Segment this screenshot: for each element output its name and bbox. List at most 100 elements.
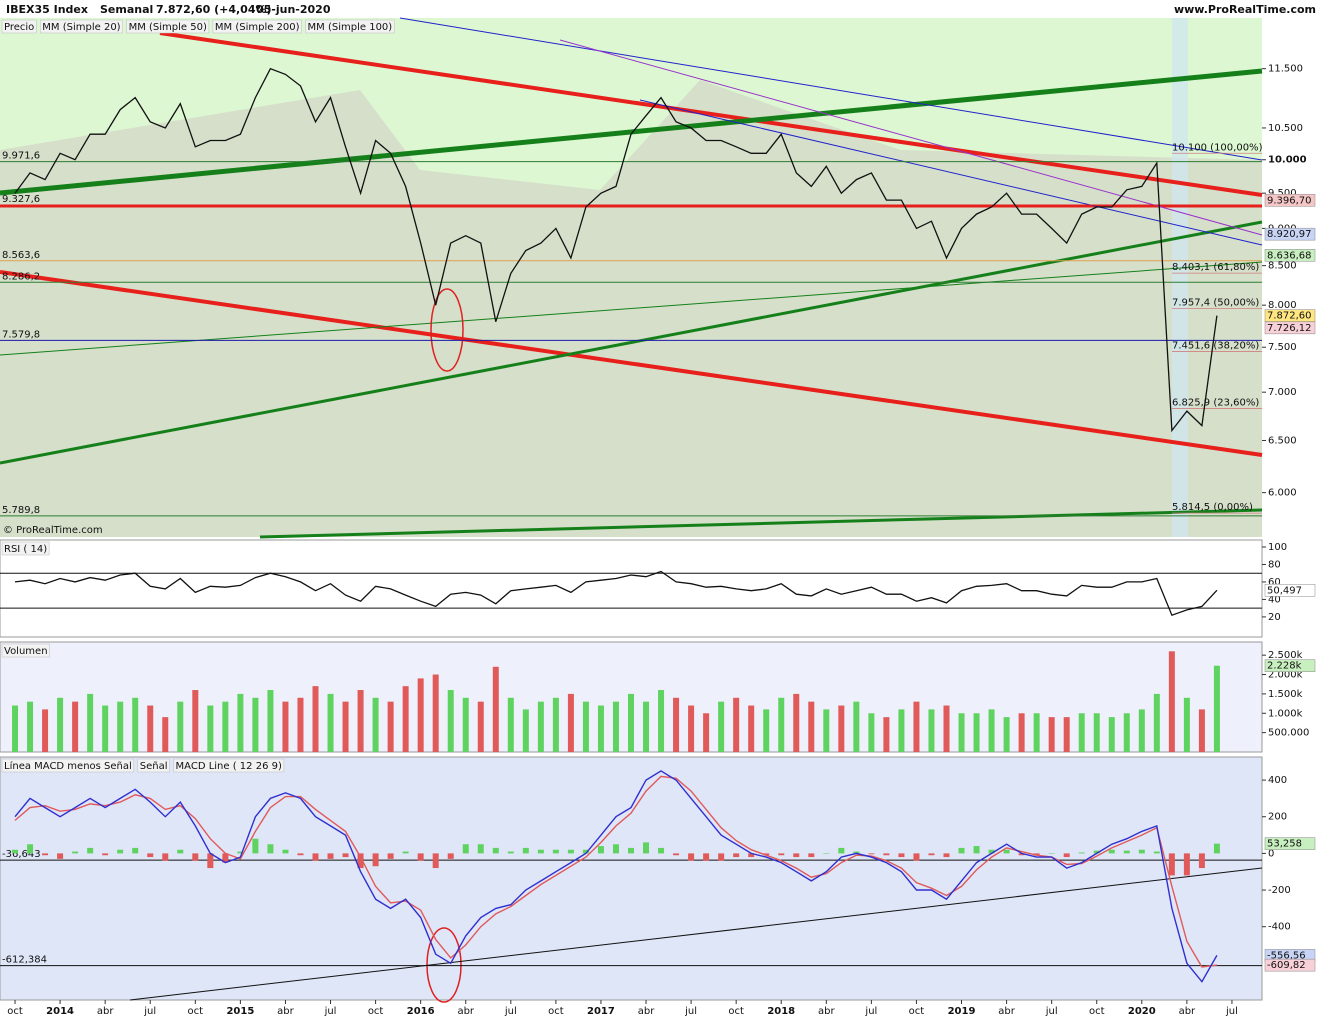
bar [973,846,980,854]
bar [372,697,379,752]
bar [477,701,484,752]
value-tag-label: -556,56 [1267,950,1306,961]
bar [688,705,695,752]
bar [12,849,19,854]
quote: 7.872,60 (+4,04%) [156,3,272,16]
bar [838,705,845,752]
value-tag-label: 7.726,12 [1267,323,1312,334]
bar [658,690,665,752]
bar [823,853,830,854]
bar [327,853,334,859]
bar [898,709,905,752]
bar [417,678,424,752]
bar [27,701,34,752]
bar [673,853,680,856]
bar [492,666,499,752]
level-label: 8.286,2 [2,271,40,282]
bar [387,701,394,752]
bar [357,690,364,752]
bar [177,849,184,854]
y-tick-label: 60 [1268,577,1281,588]
bar [1003,717,1010,752]
legend-box [126,19,210,34]
value-tag [1264,659,1316,672]
bar [132,697,139,752]
bar [868,713,875,752]
y-tick-label: 6.000 [1268,488,1297,499]
y-tick-label: 2.000k [1268,670,1303,681]
bar [1138,709,1145,752]
bar [147,853,154,858]
level-label: 9.327,6 [2,194,40,205]
bar [537,849,544,854]
bar [357,853,364,869]
value-tag [1264,249,1316,262]
level-label: 5.789,8 [2,505,40,516]
y-tick-label: 9.500 [1268,188,1297,199]
legend-box [137,758,170,773]
y-tick-label: 200 [1268,812,1287,823]
bar [943,705,950,752]
bar [868,853,875,855]
legend-label: MM (Simple 200) [215,22,300,33]
trend-line [159,31,1263,197]
bar [162,717,169,752]
bar [552,697,559,752]
bar [402,851,409,854]
level-label: 8.563,6 [2,250,40,261]
site: www.ProRealTime.com [1174,3,1316,16]
bar [297,853,304,856]
bar [42,709,49,752]
bar [417,853,424,861]
bar [177,701,184,752]
fib-label: 10.100 (100,00%) [1172,142,1263,153]
bar [703,853,710,861]
bar [1063,853,1070,858]
y-tick-label: 1.000k [1268,708,1303,719]
bar [207,853,214,869]
bar [1018,853,1025,856]
bar [57,697,64,752]
bar [1153,693,1160,752]
x-tick-label: abr [638,1006,655,1017]
bar [342,701,349,752]
x-tick-label: jul [1225,1006,1238,1017]
bar [763,709,770,752]
bar [537,701,544,752]
bar [432,674,439,752]
bar [237,851,244,854]
trend-line [399,17,1263,161]
bar [808,701,815,752]
legend-box [1,643,50,658]
bar [928,853,935,856]
bar [567,693,574,752]
copyright: © ProRealTime.com [3,525,103,536]
y-tick-label: 0 [1268,848,1274,859]
x-tick-label: jul [864,1006,877,1017]
bar [733,697,740,752]
bar [1093,713,1100,752]
series-line [14,67,1218,433]
bar [733,853,740,858]
y-tick-label: 10.500 [1268,123,1303,134]
bar [507,697,514,752]
bar [222,853,229,863]
trend-line [259,508,1263,539]
bar [838,847,845,854]
x-tick-label: abr [1179,1006,1196,1017]
bar [372,853,379,867]
x-tick-label: jul [143,1006,156,1017]
bar [192,690,199,752]
bar [132,847,139,854]
bar [928,709,935,752]
trend-line [559,39,1263,236]
level-label: -36,643 [2,849,41,860]
legend-label: Señal [140,761,168,772]
y-tick-label: 10.000 [1268,155,1307,166]
highlight-ellipse [430,288,464,372]
bar [988,849,995,854]
x-tick-label: oct [188,1006,204,1017]
bar [943,853,950,858]
bar [793,853,800,858]
bar [1168,651,1175,752]
